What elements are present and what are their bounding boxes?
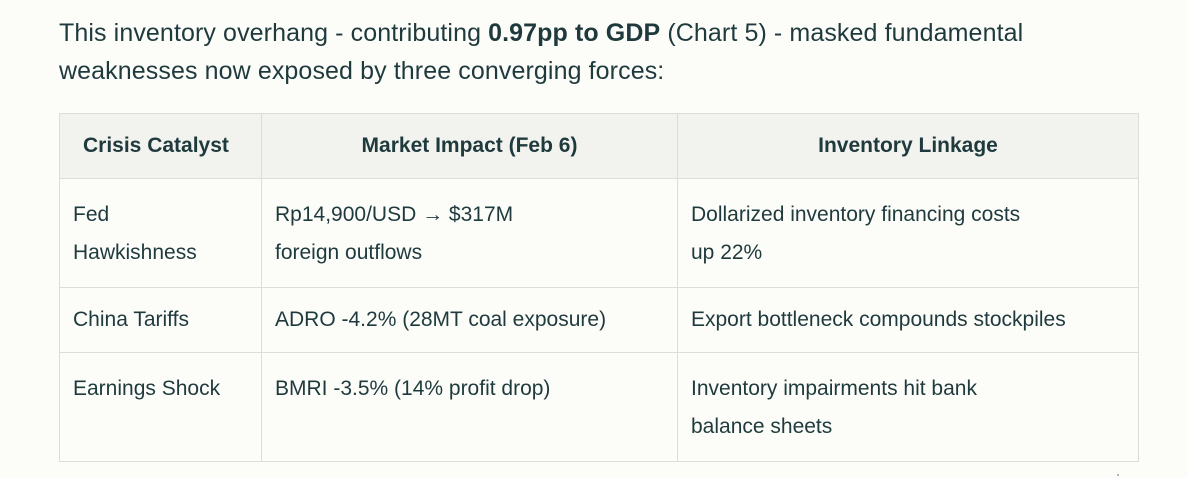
cell-text: Inventory impairments hit bank <box>691 377 977 400</box>
cell-text: ADRO -4.2% (28MT coal exposure) <box>275 308 607 331</box>
header-crisis-catalyst: Crisis Catalyst <box>59 113 262 179</box>
intro-text-before: This inventory overhang - contributing <box>59 19 489 47</box>
cell-catalyst: China Tariffs <box>59 287 262 353</box>
crisis-catalyst-table: Crisis Catalyst Market Impact (Feb 6) In… <box>59 113 1139 462</box>
cell-catalyst: Earnings Shock <box>59 352 262 462</box>
header-market-impact: Market Impact (Feb 6) <box>261 113 678 179</box>
cell-catalyst: Fed Hawkishness <box>59 178 262 288</box>
cell-linkage: Dollarized inventory financing costs up … <box>677 178 1139 288</box>
table-row: China Tariffs ADRO -4.2% (28MT coal expo… <box>59 287 1139 353</box>
table-header-row: Crisis Catalyst Market Impact (Feb 6) In… <box>59 113 1139 179</box>
intro-text-after: (Chart 5) - masked fundamental weaknesse… <box>59 19 1024 85</box>
table-row: Fed Hawkishness Rp14,900/USD → $317M for… <box>59 178 1139 288</box>
cell-impact: ADRO -4.2% (28MT coal exposure) <box>261 287 678 353</box>
cell-impact: Rp14,900/USD → $317M foreign outflows <box>261 178 678 288</box>
cell-text: Fed <box>73 203 110 226</box>
cell-text: Earnings Shock <box>73 377 221 400</box>
cell-impact: BMRI -3.5% (14% profit drop) <box>261 352 678 462</box>
article-section: This inventory overhang - contributing 0… <box>59 0 1139 462</box>
table-row: Earnings Shock BMRI -3.5% (14% profit dr… <box>59 352 1139 462</box>
scroll-indicator-dot <box>1117 474 1119 476</box>
header-inventory-linkage: Inventory Linkage <box>677 113 1139 179</box>
cell-text: Dollarized inventory financing costs <box>691 203 1021 226</box>
intro-bold-figure: 0.97pp to GDP <box>488 19 661 47</box>
cell-text: China Tariffs <box>73 308 189 331</box>
cell-text: up 22% <box>691 241 763 264</box>
cell-text: foreign outflows <box>275 241 423 264</box>
cell-text: Hawkishness <box>73 241 197 264</box>
intro-paragraph: This inventory overhang - contributing 0… <box>59 0 1138 90</box>
cell-linkage: Export bottleneck compounds stockpiles <box>677 287 1139 353</box>
cell-text: Export bottleneck compounds stockpiles <box>691 308 1066 331</box>
cell-linkage: Inventory impairments hit bank balance s… <box>677 352 1139 462</box>
cell-text: balance sheets <box>691 415 833 438</box>
cell-text: BMRI -3.5% (14% profit drop) <box>275 377 551 400</box>
cell-text: Rp14,900/USD → $317M <box>275 203 514 226</box>
